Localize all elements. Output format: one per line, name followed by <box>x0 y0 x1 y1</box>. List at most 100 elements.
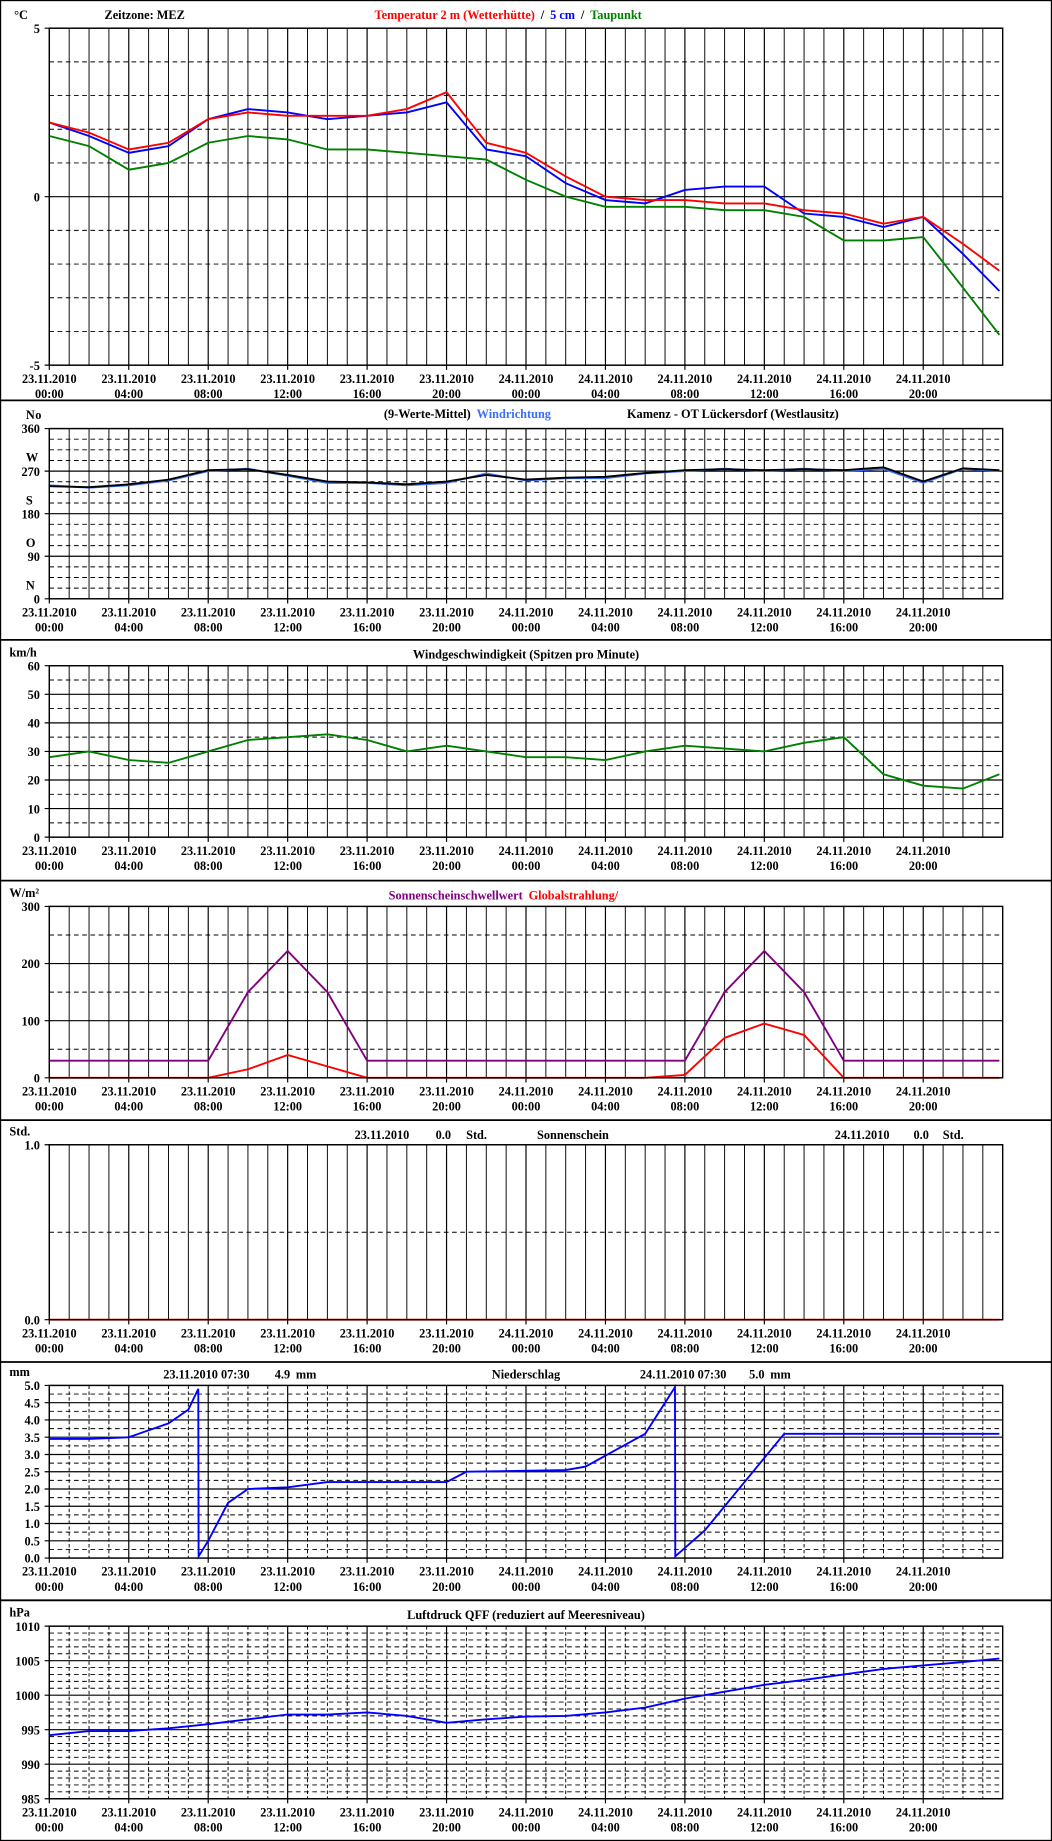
x-tick-date: 24.11.2010 <box>578 372 633 386</box>
x-tick-time: 12:00 <box>750 1821 779 1835</box>
y-tick-label: 0 <box>34 1072 40 1086</box>
x-tick-date: 24.11.2010 <box>578 1326 633 1340</box>
note: Zeitzone: MEZ <box>104 8 184 22</box>
y-tick-label: 990 <box>21 1758 39 1772</box>
x-tick-time: 16:00 <box>829 621 858 635</box>
y-tick-label: 30 <box>28 745 40 759</box>
legend-separator: / <box>540 8 545 22</box>
x-tick-date: 23.11.2010 <box>181 844 236 858</box>
x-tick-date: 24.11.2010 <box>737 372 792 386</box>
y-tick-letter: N <box>26 408 35 422</box>
x-tick-time: 16:00 <box>353 1342 382 1356</box>
x-tick-time: 08:00 <box>671 1100 700 1114</box>
y-tick-label: 4.5 <box>25 1396 40 1410</box>
total-date: 23.11.2010 07:30 <box>163 1367 250 1381</box>
x-tick-date: 23.11.2010 <box>101 1565 156 1579</box>
x-tick-time: 00:00 <box>35 1342 64 1356</box>
total-date: 23.11.2010 <box>355 1128 410 1142</box>
y-tick-letter: S <box>26 493 33 507</box>
x-tick-time: 00:00 <box>35 1100 64 1114</box>
x-tick-time: 00:00 <box>35 1580 64 1594</box>
chart-title: Windgeschwindigkeit (Spitzen pro Minute) <box>413 648 639 662</box>
x-tick-date: 23.11.2010 <box>260 1084 315 1098</box>
panel-separators <box>0 399 1052 1602</box>
legend-entry: (9-Werte-Mittel) <box>384 407 471 421</box>
x-tick-time: 00:00 <box>35 387 64 401</box>
x-tick-date: 24.11.2010 <box>737 844 792 858</box>
series-line <box>49 91 1000 272</box>
x-tick-time: 04:00 <box>591 1342 620 1356</box>
total-unit: mm <box>296 1367 317 1381</box>
x-tick-date: 23.11.2010 <box>22 605 77 619</box>
x-tick-date: 24.11.2010 <box>737 605 792 619</box>
x-tick-time: 08:00 <box>194 1580 223 1594</box>
total-unit: Std. <box>943 1128 964 1142</box>
x-tick-date: 23.11.2010 <box>340 1805 395 1819</box>
x-tick-date: 23.11.2010 <box>260 605 315 619</box>
y-tick-label: 5.0 <box>25 1379 40 1393</box>
x-tick-date: 24.11.2010 <box>737 1084 792 1098</box>
x-tick-time: 08:00 <box>671 1821 700 1835</box>
x-tick-time: 04:00 <box>591 387 620 401</box>
x-tick-time: 12:00 <box>273 621 302 635</box>
x-tick-time: 20:00 <box>909 387 938 401</box>
x-tick-time: 00:00 <box>512 1100 541 1114</box>
x-tick-date: 24.11.2010 <box>578 1084 633 1098</box>
x-tick-date: 23.11.2010 <box>22 1805 77 1819</box>
y-unit: Std. <box>9 1124 30 1138</box>
x-tick-date: 24.11.2010 <box>896 1805 951 1819</box>
x-tick-date: 23.11.2010 <box>22 1565 77 1579</box>
plot-area <box>48 905 1004 1079</box>
plot-area <box>48 427 1004 600</box>
y-tick-label: 90 <box>28 550 40 564</box>
legend-entry: Taupunkt <box>590 8 642 22</box>
x-tick-date: 24.11.2010 <box>658 1565 713 1579</box>
x-tick-date: 23.11.2010 <box>419 1805 474 1819</box>
x-tick-time: 20:00 <box>432 859 461 873</box>
x-tick-date: 24.11.2010 <box>578 605 633 619</box>
x-tick-time: 16:00 <box>829 859 858 873</box>
x-tick-time: 16:00 <box>829 1342 858 1356</box>
y-tick-label: 995 <box>21 1723 39 1737</box>
x-tick-date: 24.11.2010 <box>658 1084 713 1098</box>
y-unit: km/h <box>9 645 37 659</box>
x-tick-time: 20:00 <box>909 859 938 873</box>
x-tick-date: 24.11.2010 <box>737 1326 792 1340</box>
y-tick-label: 300 <box>21 900 39 914</box>
x-tick-time: 12:00 <box>273 1821 302 1835</box>
x-tick-time: 04:00 <box>114 1100 143 1114</box>
x-tick-time: 04:00 <box>114 1821 143 1835</box>
y-tick-label: 1005 <box>15 1654 40 1668</box>
x-tick-date: 24.11.2010 <box>737 1805 792 1819</box>
x-tick-date: 23.11.2010 <box>181 605 236 619</box>
x-tick-time: 08:00 <box>671 859 700 873</box>
x-tick-time: 08:00 <box>194 859 223 873</box>
x-tick-time: 12:00 <box>273 1580 302 1594</box>
x-tick-time: 04:00 <box>114 1342 143 1356</box>
x-tick-time: 12:00 <box>750 1580 779 1594</box>
y-tick-label: 1.0 <box>25 1517 40 1531</box>
y-unit: °C <box>14 8 28 22</box>
x-tick-date: 24.11.2010 <box>896 1565 951 1579</box>
y-tick-label: 200 <box>21 957 39 971</box>
x-tick-time: 12:00 <box>750 1100 779 1114</box>
x-tick-date: 23.11.2010 <box>101 1805 156 1819</box>
x-tick-date: 24.11.2010 <box>499 372 554 386</box>
x-tick-date: 24.11.2010 <box>658 1805 713 1819</box>
y-tick-label: 270 <box>21 465 39 479</box>
x-tick-time: 20:00 <box>432 1100 461 1114</box>
x-tick-date: 23.11.2010 <box>181 1565 236 1579</box>
x-tick-date: 23.11.2010 <box>181 372 236 386</box>
x-tick-date: 24.11.2010 <box>896 1326 951 1340</box>
series-line <box>49 1657 1000 1737</box>
x-tick-date: 24.11.2010 <box>896 1084 951 1098</box>
x-tick-date: 23.11.2010 <box>22 372 77 386</box>
x-tick-time: 16:00 <box>829 387 858 401</box>
total-unit: Std. <box>466 1128 487 1142</box>
y-tick-label: 40 <box>28 717 40 731</box>
x-tick-time: 16:00 <box>353 1100 382 1114</box>
legend-entry: Sonnenscheinschwellwert <box>389 888 524 902</box>
x-tick-time: 00:00 <box>512 1821 541 1835</box>
y-tick-label: 2.0 <box>25 1483 40 1497</box>
